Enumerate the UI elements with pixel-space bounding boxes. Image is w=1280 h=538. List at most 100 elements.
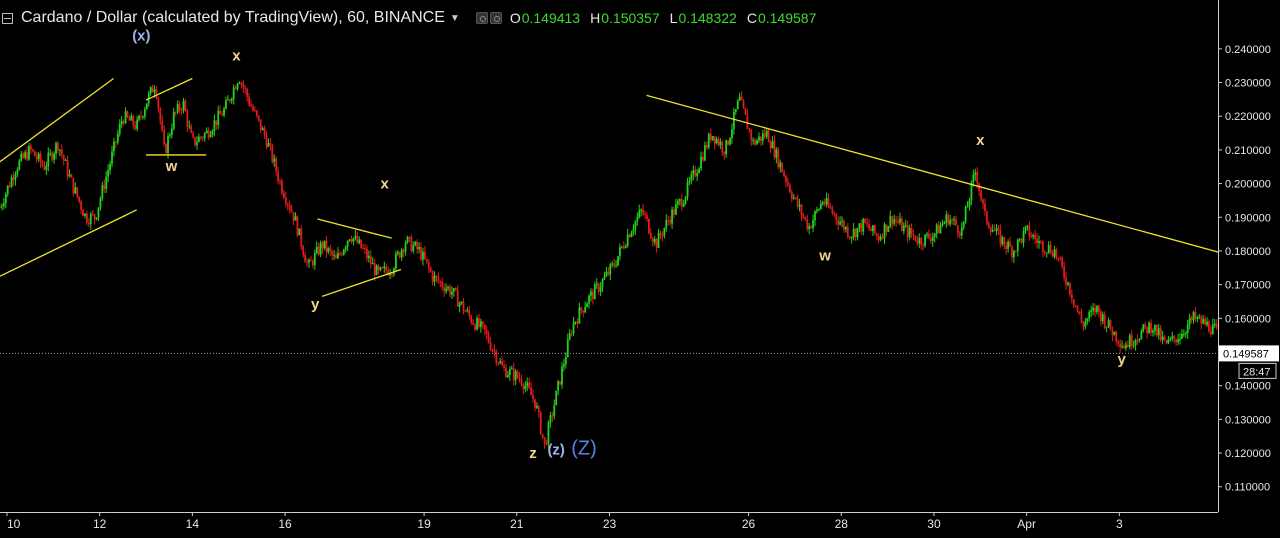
- candle-body: [80, 201, 83, 210]
- candle-body: [642, 209, 645, 214]
- candle-body: [1163, 336, 1166, 341]
- candle-body: [1144, 324, 1147, 327]
- trendline-triangle-upper[interactable]: [317, 218, 392, 239]
- candle-body: [520, 378, 523, 385]
- trendline-channel-lower[interactable]: [0, 209, 138, 277]
- wave-label: y: [1117, 351, 1126, 368]
- candle-body: [711, 136, 714, 140]
- candle-body: [53, 153, 55, 160]
- candle-body: [340, 254, 343, 256]
- candle-body: [574, 321, 577, 323]
- candle-body: [1121, 345, 1123, 348]
- time-tick-label: 14: [186, 517, 200, 531]
- candle-body: [97, 207, 100, 218]
- candle-body: [410, 236, 413, 252]
- candle-body: [30, 145, 32, 150]
- candle-body: [1055, 249, 1058, 258]
- candle-body: [194, 137, 196, 145]
- candle-body: [118, 123, 121, 134]
- trendline-triangle-lower[interactable]: [321, 268, 402, 298]
- candle-body: [1209, 331, 1212, 335]
- candle-body: [120, 121, 123, 124]
- candle-body: [157, 98, 160, 109]
- candle-body: [317, 246, 320, 255]
- gear-icon[interactable]: [489, 12, 502, 24]
- candle-body: [688, 180, 691, 182]
- collapse-icon[interactable]: [2, 12, 13, 24]
- candle-body: [883, 224, 886, 239]
- candle-body: [64, 160, 67, 162]
- candle-body: [116, 133, 119, 143]
- wave-label: x: [976, 132, 985, 149]
- chevron-down-icon[interactable]: ▼: [449, 12, 460, 24]
- candle-body: [512, 368, 515, 381]
- price-axis[interactable]: 0.1100000.1200000.1300000.1400000.150000…: [1218, 0, 1280, 538]
- eye-icon[interactable]: [475, 12, 488, 24]
- time-axis[interactable]: 10 12 14 16 19 21 23 26 28 30 Apr 3: [0, 512, 1218, 531]
- candle-body: [649, 233, 652, 239]
- candle-body: [619, 247, 621, 257]
- candle-body: [899, 218, 901, 223]
- candle-body: [62, 155, 65, 161]
- candle-body: [495, 351, 498, 363]
- candle-body: [1157, 328, 1160, 336]
- candle-body: [126, 111, 129, 118]
- candle-body: [153, 89, 156, 93]
- candle-body: [976, 172, 979, 184]
- wave-label: w: [818, 247, 831, 264]
- candle-body: [109, 163, 111, 171]
- candle-body: [356, 235, 359, 243]
- candle-body: [267, 143, 270, 147]
- candle-body: [732, 112, 735, 130]
- candle-body: [1034, 234, 1037, 239]
- candle-body: [143, 109, 146, 117]
- candle-body: [902, 225, 905, 231]
- candle-body: [20, 153, 23, 161]
- candle-body: [124, 111, 127, 124]
- candle-body: [130, 115, 133, 121]
- trendline-downtrend[interactable]: [646, 94, 1280, 309]
- candle-body: [877, 236, 880, 241]
- time-tick-label: 26: [742, 517, 756, 531]
- candle-body: [1097, 305, 1100, 312]
- candle-body: [690, 174, 693, 181]
- candle-body: [1211, 324, 1214, 335]
- candle-body: [43, 165, 46, 170]
- candle-body: [1080, 314, 1083, 323]
- candle-body: [24, 152, 27, 158]
- symbol-title[interactable]: Cardano / Dollar (calculated by TradingV…: [21, 9, 445, 26]
- candle-body: [626, 234, 629, 246]
- candle-body: [555, 390, 558, 406]
- candle-body: [0, 207, 1, 209]
- candle-body: [1159, 328, 1162, 341]
- candle-body: [1186, 324, 1189, 333]
- candle-body: [225, 100, 227, 109]
- candle-body: [1213, 323, 1216, 325]
- candle-body: [1136, 340, 1139, 342]
- candle-body: [914, 235, 917, 241]
- candle-body: [1059, 257, 1062, 259]
- trendline-flag-upper[interactable]: [145, 77, 193, 101]
- candle-body: [968, 200, 971, 207]
- candle-body: [284, 197, 287, 204]
- candle-body: [553, 405, 556, 417]
- candle-body: [819, 203, 822, 210]
- candle-body: [362, 247, 364, 249]
- trendline-channel-upper[interactable]: [0, 77, 114, 163]
- candle-body: [1032, 234, 1035, 237]
- candle-body: [483, 324, 486, 331]
- candle-body: [746, 114, 749, 129]
- candle-body: [427, 261, 430, 268]
- countdown-tag: [1238, 362, 1277, 379]
- candle-body: [1130, 335, 1133, 346]
- candle-body: [985, 211, 988, 224]
- candle-body: [1215, 323, 1218, 327]
- candle-body: [508, 369, 511, 375]
- series-settings[interactable]: [475, 12, 502, 24]
- candle-body: [675, 204, 677, 215]
- candle-body: [707, 133, 710, 148]
- candle-body: [987, 223, 990, 228]
- candle-body: [719, 141, 722, 146]
- candle-body: [255, 110, 258, 116]
